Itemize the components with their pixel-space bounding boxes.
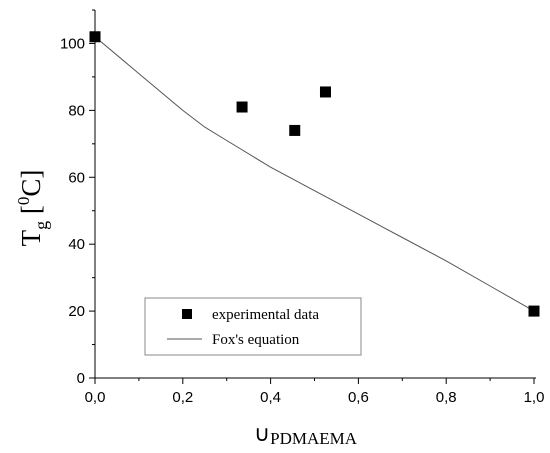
fox-equation-line xyxy=(94,36,535,312)
y-tick-label: 80 xyxy=(68,102,85,119)
y-label-unit: C] xyxy=(16,170,46,197)
data-point xyxy=(319,86,331,98)
legend-marker-experimental xyxy=(182,309,192,319)
x-tick-label: 0,6 xyxy=(348,389,369,406)
x-tick-label: 1,0 xyxy=(524,389,545,406)
data-point xyxy=(89,31,101,43)
data-point xyxy=(289,124,301,136)
y-tick-label: 20 xyxy=(68,303,85,320)
y-tick-label: 0 xyxy=(77,370,85,387)
y-ticks: 0 20 40 60 80 100 xyxy=(60,9,95,387)
y-axis-label: Tg [0C] xyxy=(14,170,51,247)
data-point xyxy=(236,101,248,113)
legend-label-fox: Fox's equation xyxy=(212,332,300,348)
legend-label-experimental: experimental data xyxy=(212,307,319,323)
x-tick-label: 0,0 xyxy=(85,389,106,406)
x-tick-label: 0,2 xyxy=(172,389,193,406)
y-label-superscript: 0 xyxy=(14,197,33,206)
y-label-subscript: g xyxy=(31,221,51,230)
plot-area: 0,0 0,2 0,4 0,6 0,8 1,0 0 20 40 60 80 100 xyxy=(60,9,545,406)
y-tick-label: 60 xyxy=(68,169,85,186)
x-tick-label: 0,4 xyxy=(260,389,281,406)
y-label-open: [ xyxy=(16,205,46,221)
series-points xyxy=(89,31,540,317)
y-tick-label: 40 xyxy=(68,236,85,253)
x-label-symbol: ∪ xyxy=(254,421,270,446)
x-tick-label: 0,8 xyxy=(436,389,457,406)
y-label-main: T xyxy=(16,229,46,246)
legend: experimental data Fox's equation xyxy=(144,297,362,356)
series-lines xyxy=(94,36,535,312)
x-label-subscript: PDMAEMA xyxy=(270,429,358,448)
data-point xyxy=(528,305,540,317)
x-ticks: 0,0 0,2 0,4 0,6 0,8 1,0 xyxy=(85,378,545,406)
x-axis-label: ∪PDMAEMA xyxy=(254,421,358,448)
y-tick-label: 100 xyxy=(60,35,85,52)
legend-box xyxy=(144,297,362,356)
